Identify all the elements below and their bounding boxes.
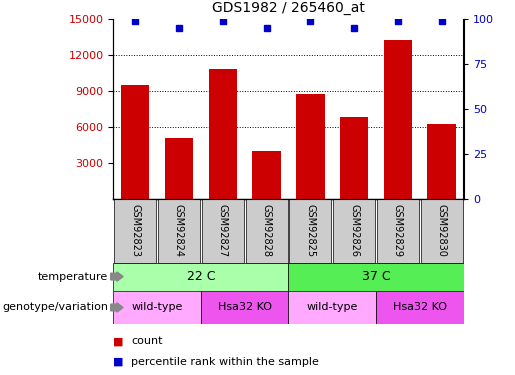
Text: wild-type: wild-type <box>306 303 358 312</box>
Text: Hsa32 KO: Hsa32 KO <box>393 303 447 312</box>
Bar <box>165 138 193 199</box>
Bar <box>421 199 462 262</box>
Text: GSM92829: GSM92829 <box>393 204 403 257</box>
Bar <box>376 291 464 324</box>
Text: count: count <box>131 336 163 346</box>
Bar <box>296 94 324 199</box>
Text: 22 C: 22 C <box>186 270 215 283</box>
Text: wild-type: wild-type <box>131 303 183 312</box>
Bar <box>202 199 244 262</box>
Bar <box>252 151 281 199</box>
Bar <box>114 199 156 262</box>
Bar <box>288 291 376 324</box>
Bar <box>113 291 201 324</box>
Bar <box>113 262 288 291</box>
Text: GSM92826: GSM92826 <box>349 204 359 257</box>
Text: 37 C: 37 C <box>362 270 390 283</box>
Bar <box>158 199 200 262</box>
Bar <box>427 124 456 199</box>
Bar <box>201 291 288 324</box>
Title: GDS1982 / 265460_at: GDS1982 / 265460_at <box>212 1 365 15</box>
Text: ■: ■ <box>113 357 124 367</box>
Text: GSM92824: GSM92824 <box>174 204 184 257</box>
Text: temperature: temperature <box>38 272 108 282</box>
Bar <box>246 199 287 262</box>
Text: GSM92827: GSM92827 <box>218 204 228 257</box>
Bar <box>289 199 331 262</box>
Text: ■: ■ <box>113 336 124 346</box>
Bar <box>333 199 375 262</box>
Text: GSM92830: GSM92830 <box>437 204 447 257</box>
Text: percentile rank within the sample: percentile rank within the sample <box>131 357 319 367</box>
Bar <box>340 117 368 199</box>
Text: GSM92823: GSM92823 <box>130 204 140 257</box>
Bar <box>288 262 464 291</box>
Bar <box>384 40 412 199</box>
Text: Hsa32 KO: Hsa32 KO <box>218 303 271 312</box>
Bar <box>121 85 149 199</box>
Text: GSM92828: GSM92828 <box>262 204 271 257</box>
Text: GSM92825: GSM92825 <box>305 204 315 257</box>
Text: genotype/variation: genotype/variation <box>2 303 108 312</box>
Bar <box>377 199 419 262</box>
Bar <box>209 69 237 199</box>
